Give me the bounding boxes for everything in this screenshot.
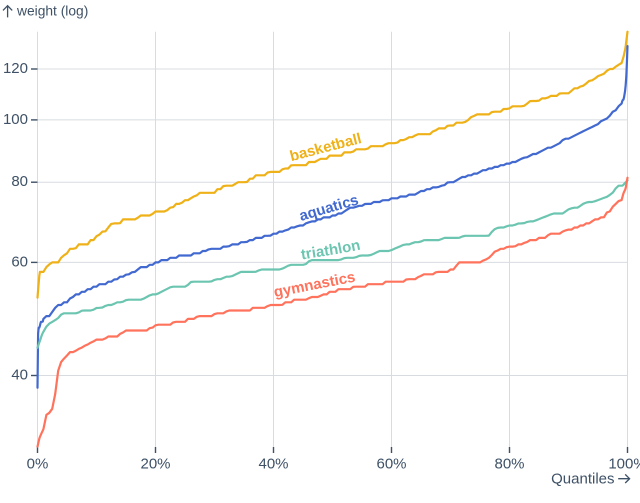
svg-text:100%: 100%	[608, 456, 640, 473]
svg-text:100: 100	[3, 111, 28, 128]
svg-text:80%: 80%	[494, 456, 524, 473]
svg-text:20%: 20%	[140, 456, 170, 473]
svg-text:120: 120	[3, 60, 28, 77]
svg-text:60%: 60%	[376, 456, 406, 473]
svg-text:weight (log): weight (log)	[16, 4, 88, 19]
svg-text:60: 60	[11, 253, 28, 270]
svg-text:40%: 40%	[258, 456, 288, 473]
svg-text:40: 40	[11, 367, 28, 384]
svg-text:Quantiles: Quantiles	[551, 471, 614, 488]
svg-text:0%: 0%	[27, 456, 49, 473]
svg-text:80: 80	[11, 173, 28, 190]
